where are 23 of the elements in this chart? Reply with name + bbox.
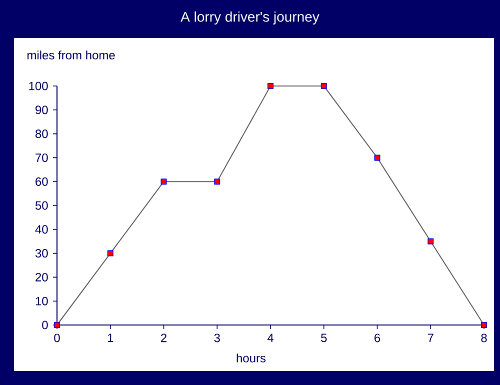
chart-title: A lorry driver's journey xyxy=(180,11,320,25)
y-tick-label: 90 xyxy=(36,106,48,114)
x-tick-label: 3 xyxy=(214,334,220,342)
x-tick-label: 1 xyxy=(108,334,114,342)
y-tick-label: 20 xyxy=(36,272,48,282)
y-tick-label: 80 xyxy=(35,130,48,138)
y-tick-label: 70 xyxy=(36,153,48,162)
y-tick-label: 30 xyxy=(35,249,48,258)
y-axis-title: miles from home xyxy=(27,50,115,60)
y-tick-label: 10 xyxy=(36,296,48,306)
y-tick-label: 60 xyxy=(36,177,48,186)
x-tick-label: 6 xyxy=(374,334,380,342)
y-tick-label: 50 xyxy=(35,201,48,210)
x-tick-label: 8 xyxy=(481,334,487,342)
x-tick-label: 2 xyxy=(161,334,166,342)
y-tick-label: 100 xyxy=(29,82,48,90)
x-tick-label: 7 xyxy=(428,334,434,342)
y-tick-label: 0 xyxy=(42,320,48,330)
x-tick-label: 4 xyxy=(267,334,274,342)
x-tick-label: 5 xyxy=(321,334,327,342)
x-axis-title: hours xyxy=(236,354,266,362)
x-tick-label: 0 xyxy=(54,334,60,342)
y-tick-label: 40 xyxy=(35,225,48,234)
